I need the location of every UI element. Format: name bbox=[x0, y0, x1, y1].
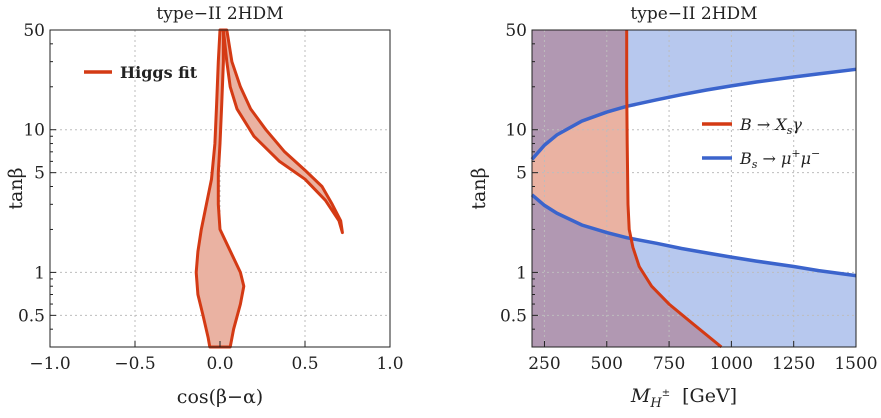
leg1-tail: γ bbox=[792, 115, 802, 134]
x-label-m: M bbox=[630, 385, 651, 407]
y-tick-label: 5 bbox=[34, 164, 45, 184]
right-chart-title: type−II 2HDM bbox=[630, 4, 757, 24]
right-lines bbox=[530, 30, 857, 349]
y-tick-label: 10 bbox=[505, 121, 527, 141]
right-legend: B → Xsγ Bs → μ+μ− bbox=[702, 115, 820, 171]
x-tick-label: 1500 bbox=[834, 354, 877, 374]
x-tick-label: −0.5 bbox=[114, 354, 155, 374]
x-tick-label: 0.5 bbox=[291, 354, 318, 374]
leg1-base: B → X bbox=[739, 115, 787, 134]
x-tick-label: 1.0 bbox=[376, 354, 403, 374]
leg1-sub: s bbox=[787, 124, 793, 137]
y-tick-label: 1 bbox=[516, 263, 527, 283]
y-tick-label: 1 bbox=[34, 263, 45, 283]
legend-label-b-xs-gamma: B → Xsγ bbox=[739, 115, 802, 137]
y-tick-label: 50 bbox=[505, 21, 527, 41]
x-tick-label: 1000 bbox=[710, 354, 753, 374]
left-x-axis-label: cos(β−α) bbox=[177, 386, 263, 408]
x-tick-label: 750 bbox=[653, 354, 685, 374]
x-tick-label: 500 bbox=[591, 354, 623, 374]
left-ticks: −1.0 −0.5 0.0 0.5 1.0 0.5 1 5 10 50 bbox=[18, 21, 404, 374]
y-tick-label: 50 bbox=[23, 21, 45, 41]
higgs-fit-outline bbox=[221, 28, 344, 235]
left-y-axis-label: tanβ bbox=[5, 167, 27, 209]
y-tick-label: 0.5 bbox=[18, 306, 45, 326]
right-x-axis-label: MH± [GeV] bbox=[630, 385, 737, 411]
y-tick-label: 10 bbox=[23, 121, 45, 141]
x-tick-label: −1.0 bbox=[29, 354, 70, 374]
legend-label-bs-mumu: Bs → μ+μ− bbox=[739, 147, 820, 171]
leg2-tail: → μ bbox=[757, 149, 791, 168]
right-chart: 250 500 750 1000 1250 1500 0.5 1 5 10 50 type−II 2… bbox=[468, 4, 878, 411]
y-tick-label: 0.5 bbox=[500, 306, 527, 326]
x-label-sup: ± bbox=[662, 388, 670, 399]
bs-mumu-lower-curve bbox=[530, 193, 857, 278]
x-tick-label: 1250 bbox=[772, 354, 815, 374]
leg2-base: B bbox=[739, 149, 752, 168]
x-tick-label: 250 bbox=[528, 354, 560, 374]
b-xs-gamma-curve bbox=[625, 30, 723, 349]
right-y-axis-label: tanβ bbox=[468, 167, 490, 209]
right-plot-frame bbox=[531, 29, 857, 348]
left-chart-title: type−II 2HDM bbox=[156, 4, 283, 24]
left-legend: Higgs fit bbox=[84, 63, 198, 82]
higgs-fit-region bbox=[196, 30, 244, 347]
leg2-sub: s bbox=[752, 158, 758, 171]
higgs-fit-region bbox=[223, 30, 343, 233]
leg2-sup1: + bbox=[791, 147, 800, 160]
overlap-upper bbox=[532, 30, 722, 160]
x-label-sub: H bbox=[649, 396, 662, 411]
right-ticks: 250 500 750 1000 1250 1500 0.5 1 5 10 50 bbox=[500, 21, 878, 374]
legend-label-higgs-fit: Higgs fit bbox=[120, 63, 198, 82]
leg2-sup2: − bbox=[811, 147, 820, 160]
left-fills bbox=[196, 30, 343, 347]
leg2-mid: μ bbox=[801, 149, 811, 168]
right-fills bbox=[532, 30, 856, 347]
y-tick-label: 5 bbox=[516, 164, 527, 184]
right-grid bbox=[532, 30, 856, 347]
x-tick-label: 0.0 bbox=[206, 354, 233, 374]
x-label-unit: [GeV] bbox=[682, 385, 737, 407]
bs-mumu-upper-curve bbox=[530, 67, 857, 161]
